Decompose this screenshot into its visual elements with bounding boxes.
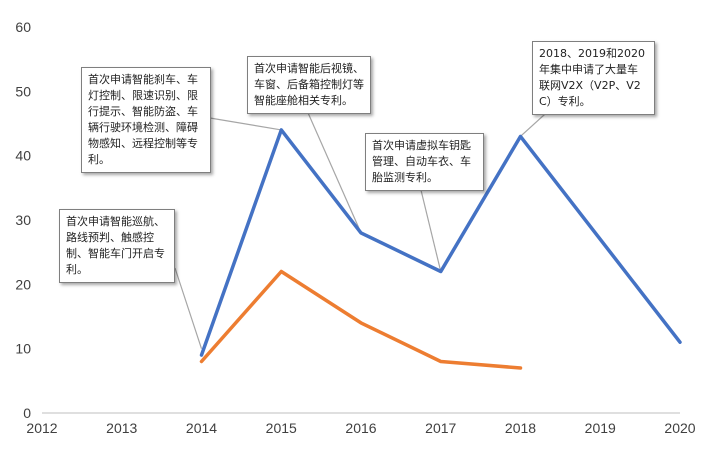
callout-2014: 首次申请智能巡航、路线预判、触感控制、智能车门开启专利。	[59, 209, 175, 283]
y-axis-ticks: 0 10 20 30 40 50 60	[15, 19, 31, 421]
y-tick-label: 20	[15, 276, 31, 292]
callout-leader-line	[419, 185, 442, 272]
x-tick-label: 2016	[345, 420, 376, 436]
x-tick-label: 2012	[26, 420, 57, 436]
callout-leader-line	[174, 267, 203, 349]
y-tick-label: 30	[15, 212, 31, 228]
callout-2015: 首次申请智能刹车、车灯控制、限速识别、限行提示、智能防盗、车辆行驶环境检测、障碍…	[81, 67, 211, 173]
x-tick-label: 2015	[266, 420, 297, 436]
callout-2018: 2018、2019和2020年集中申请了大量车联网V2X（V2P、V2C）专利。	[532, 41, 655, 115]
series-line-1	[199, 128, 682, 357]
y-tick-label: 40	[15, 148, 31, 164]
x-tick-label: 2014	[186, 420, 217, 436]
x-tick-label: 2013	[106, 420, 137, 436]
series-lines	[199, 128, 682, 370]
x-tick-label: 2020	[664, 420, 695, 436]
x-tick-label: 2017	[425, 420, 456, 436]
x-tick-label: 2019	[585, 420, 616, 436]
y-tick-label: 10	[15, 341, 31, 357]
x-tick-label: 2018	[505, 420, 536, 436]
x-axis-ticks: 2012 2013 2014 2015 2016 2017 2018 2019 2020	[26, 420, 695, 436]
y-tick-label: 0	[23, 405, 31, 421]
callout-2017: 首次申请虚拟车钥匙管理、自动车衣、车胎监测专利。	[365, 133, 484, 191]
y-tick-label: 60	[15, 19, 31, 35]
callout-2016: 首次申请智能后视镜、车窗、后备箱控制灯等智能座舱相关专利。	[247, 56, 371, 114]
series-line-2	[199, 269, 523, 370]
callout-leader-line	[304, 105, 362, 234]
callout-leader-line	[209, 117, 282, 131]
y-tick-label: 50	[15, 83, 31, 99]
